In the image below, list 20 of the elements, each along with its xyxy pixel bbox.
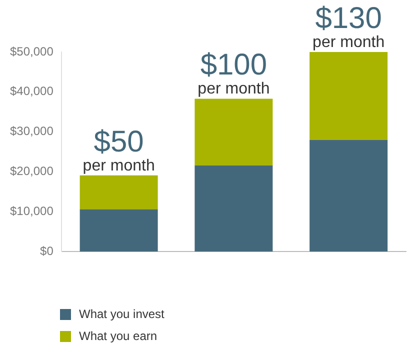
- y-tick-label: $40,000: [10, 84, 54, 98]
- legend-label: What you invest: [79, 307, 164, 321]
- legend-label: What you earn: [79, 329, 158, 343]
- bar: [310, 52, 388, 140]
- y-tick-label: $50,000: [10, 44, 54, 58]
- annotation: $50: [94, 125, 144, 158]
- y-tick-label: $0: [40, 244, 54, 258]
- annotation: $100: [200, 48, 268, 82]
- y-tick-label: $10,000: [10, 204, 54, 218]
- bar: [80, 209, 158, 252]
- bar: [194, 98, 273, 166]
- annotation: per month: [312, 34, 385, 51]
- annotation: $130: [315, 2, 382, 35]
- bar: [310, 140, 388, 252]
- bar: [194, 165, 273, 252]
- annotation: per month: [82, 157, 155, 174]
- y-tick-label: $20,000: [10, 164, 54, 178]
- annotation: per month: [198, 80, 270, 98]
- bar: [80, 175, 158, 210]
- y-tick-label: $30,000: [10, 124, 54, 138]
